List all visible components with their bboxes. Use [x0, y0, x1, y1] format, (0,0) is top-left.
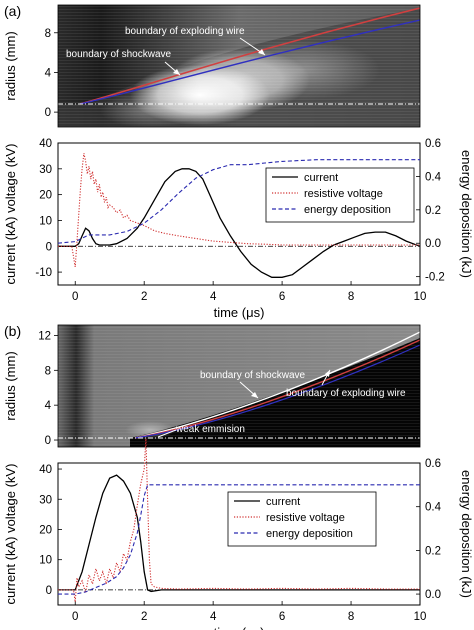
streak-ylabel-a: radius (mm)	[3, 31, 18, 100]
series-line-energy-deposition	[57, 159, 420, 244]
y-right-tick-label: 0.0	[425, 238, 441, 250]
y-right-tick-label: 0.2	[425, 205, 441, 217]
streak-tick-label: 4	[45, 400, 52, 412]
y-right-axis-label: energy deposition (kJ)	[459, 150, 474, 278]
panel-label-a: (a)	[4, 3, 21, 19]
legend-label: energy deposition	[304, 204, 391, 216]
legend-label: energy deposition	[266, 528, 353, 540]
x-tick-label: 0	[72, 611, 78, 623]
y-right-tick-label: 0.0	[425, 589, 441, 601]
annotation-arrowhead-exploding-wire-a	[258, 49, 265, 55]
y-left-axis-label: current (kA) voltage (kV)	[3, 464, 18, 605]
annotation-shockwave-a: boundary of shockwave	[66, 49, 172, 60]
chart-a: 0 2 4 6 8 10 -10 0 10 20 30 40 -0.2 0.0 0.2 0.4 0.6 time …	[3, 138, 474, 320]
annotation-weak-emission-b: weak emmision	[175, 424, 245, 435]
series-line-current	[58, 168, 421, 278]
x-axis-label: time (μs)	[214, 305, 265, 320]
legend: current resistive voltage energy depositio…	[265, 167, 415, 223]
x-tick-label: 10	[414, 611, 427, 623]
streak-y-ticks-a: 0 4 8	[45, 28, 58, 119]
x-tick-label: 6	[279, 611, 285, 623]
streak-image-b	[58, 325, 420, 447]
legend-label: resistive voltage	[266, 512, 345, 524]
annotation-arrowhead-shockwave-b	[251, 392, 258, 398]
streak-image-a	[58, 5, 420, 127]
streak-tick-label: 8	[45, 28, 51, 40]
y-left-tick-label: 20	[39, 524, 52, 536]
y-right-tick-label: 0.4	[425, 502, 442, 514]
legend-box	[227, 491, 377, 547]
x-tick-label: 4	[210, 291, 217, 303]
y-left-tick-label: 0	[46, 241, 52, 253]
series-line-current	[58, 474, 420, 593]
y-right-tick-label: 0.6	[425, 138, 441, 150]
legend-label: current	[266, 496, 300, 508]
plot-frame	[57, 142, 421, 286]
streak-tick-label: 8	[45, 365, 51, 377]
streak-y-ticks-b: 0 4 8 12	[38, 330, 58, 447]
series-line-resistive-voltage	[58, 153, 420, 267]
annotation-arrowhead-shockwave-a	[173, 69, 180, 75]
x-tick-label: 2	[141, 291, 147, 303]
annotation-arrowhead-exploding-wire-b	[325, 370, 330, 377]
annotation-arrow-weak-emission-b	[157, 429, 177, 438]
streak-tick-label: 0	[45, 435, 51, 447]
panel-label-b: (b)	[4, 323, 21, 339]
y-right-tick-label: 0.2	[425, 545, 441, 557]
x-tick-label: 4	[210, 611, 217, 623]
streak-tick-label: 0	[45, 107, 51, 119]
legend-label: resistive voltage	[304, 188, 383, 200]
y-left-tick-label: 30	[39, 494, 52, 506]
streak-frame-b	[57, 324, 421, 448]
y-right-tick-label: 0.6	[425, 458, 441, 470]
legend: current resistive voltage energy depositio…	[227, 491, 377, 547]
streak-tick-label: 4	[45, 67, 52, 79]
y-left-tick-label: 10	[39, 215, 52, 227]
y-right-tick-label: -0.2	[425, 272, 445, 284]
series-line-resistive-voltage	[58, 438, 420, 603]
y-left-tick-label: 30	[39, 164, 52, 176]
x-tick-label: 6	[279, 291, 285, 303]
y-left-tick-label: 0	[46, 585, 52, 597]
annotation-shockwave-b: boundary of shockwave	[200, 370, 306, 381]
x-axis-label: time (μs)	[214, 625, 265, 630]
plot-frame	[57, 462, 421, 606]
series-line-energy-deposition	[58, 484, 420, 595]
y-left-tick-label: 20	[39, 190, 52, 202]
streak-tick-label: 12	[38, 330, 51, 342]
annotation-exploding-wire-b: boundary of exploding wire	[286, 388, 406, 399]
y-right-tick-label: 0.4	[425, 171, 442, 183]
y-left-axis-label: current (kA) voltage (kV)	[3, 144, 18, 285]
streak-frame-a	[57, 4, 421, 128]
x-tick-label: 0	[72, 291, 78, 303]
streak-ylabel-b: radius (mm)	[3, 351, 18, 420]
y-left-tick-label: -10	[35, 267, 52, 279]
y-right-axis-label: energy deposition (kJ)	[459, 470, 474, 598]
chart-b: 0 2 4 6 8 10 0 10 20 30 40 0.0 0.2 0.4 0.6 time (μs) cur…	[3, 438, 474, 630]
x-tick-label: 10	[414, 291, 427, 303]
x-tick-label: 2	[141, 611, 147, 623]
x-tick-label: 8	[348, 611, 354, 623]
y-left-tick-label: 40	[39, 138, 52, 150]
y-left-tick-label: 40	[39, 464, 52, 476]
annotation-exploding-wire-a: boundary of exploding wire	[125, 26, 245, 37]
y-left-tick-label: 10	[39, 555, 52, 567]
x-tick-label: 8	[348, 291, 354, 303]
legend-label: current	[304, 172, 338, 184]
